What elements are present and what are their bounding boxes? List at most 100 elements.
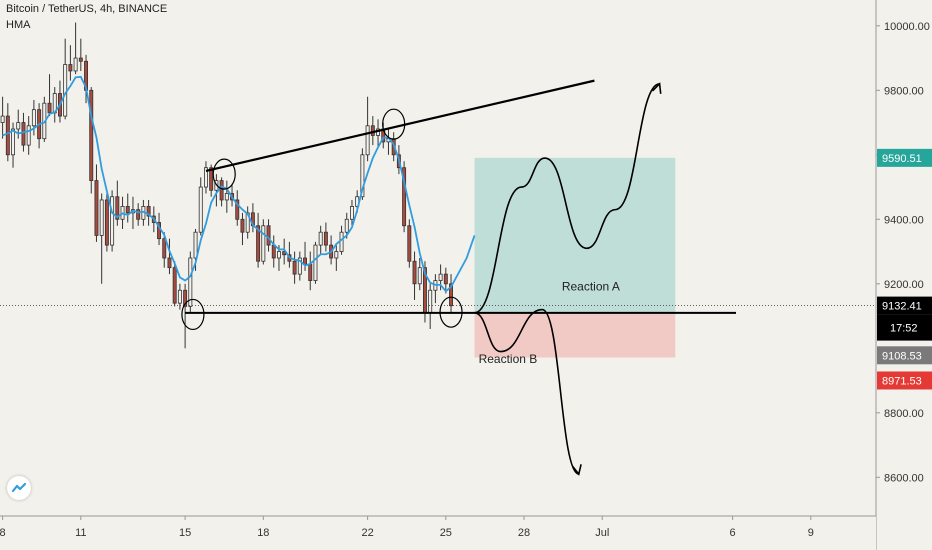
candle-body (203, 167, 208, 188)
candle-body (47, 102, 52, 114)
candle-body (292, 260, 297, 275)
candle (52, 87, 57, 123)
entry-price-label-bg (877, 346, 932, 365)
candle-body (162, 238, 167, 259)
candle (110, 190, 115, 252)
candle (219, 177, 224, 207)
candle-body (443, 273, 448, 285)
candle (240, 212, 245, 246)
candle-body (193, 231, 198, 259)
candle-body (68, 64, 73, 72)
time-tick-label: 9 (808, 527, 814, 539)
candle-body (370, 125, 375, 136)
candle-body (266, 225, 271, 246)
stop-price-label: 8971.53 (882, 375, 922, 387)
candle-body (438, 273, 443, 281)
time-tick-label: 15 (179, 527, 191, 539)
candle-body (271, 244, 276, 259)
stop-price-label-bg (877, 371, 932, 390)
candle (402, 161, 407, 233)
price-tick-label: 8600.00 (884, 472, 924, 484)
plot-area[interactable]: Reaction A Reaction B (0, 22, 876, 476)
candle (349, 199, 354, 226)
candle (261, 219, 266, 265)
candle-body (261, 225, 266, 262)
candle (203, 161, 208, 194)
candle-body (349, 205, 354, 220)
candle (370, 116, 375, 146)
candle-body (360, 154, 365, 198)
candle (188, 251, 193, 313)
candle (177, 283, 182, 310)
time-tick-label: 8 (0, 527, 6, 539)
candle (89, 87, 94, 194)
price-tick-label: 9800.00 (884, 85, 924, 97)
candle-body (417, 267, 422, 285)
candle-body (449, 283, 454, 307)
target-price-label: 9590.51 (882, 153, 922, 165)
candle (292, 251, 297, 284)
indicator-label[interactable]: HMA (6, 19, 31, 31)
candle (365, 96, 370, 162)
candle (5, 103, 10, 162)
candle (11, 122, 16, 168)
candle (162, 232, 167, 268)
swing-circle (439, 296, 463, 328)
candle (256, 212, 261, 268)
candle-body (11, 128, 16, 156)
time-tick-label: Jul (595, 527, 609, 539)
time-tick-label: 6 (730, 527, 736, 539)
candle (146, 199, 151, 226)
candle (313, 241, 318, 284)
logo-icon (11, 482, 27, 493)
candle (323, 222, 328, 252)
candle-body (276, 251, 281, 259)
candle-body (334, 251, 339, 259)
candle-body (240, 218, 245, 233)
price-tick-label: 10000.00 (884, 21, 930, 33)
candle-body (339, 231, 344, 252)
candle (104, 193, 109, 252)
swing-circle (382, 108, 406, 140)
candle (0, 96, 5, 139)
time-tick-label: 28 (518, 527, 530, 539)
candle (433, 274, 438, 304)
entry-price-label: 9108.53 (882, 350, 922, 362)
candle-body (136, 209, 141, 220)
candle (245, 206, 250, 239)
candle-body (313, 244, 318, 281)
reaction-b-path-arrowhead (571, 464, 582, 476)
candle-body (323, 231, 328, 246)
candle (63, 38, 68, 120)
candle-body (31, 109, 36, 127)
time-tick-label: 22 (361, 527, 373, 539)
candle-body (198, 186, 203, 233)
candle-body (99, 199, 104, 236)
candle (172, 261, 177, 307)
candle (308, 251, 313, 291)
resistance-line[interactable] (205, 79, 595, 172)
tradingview-logo[interactable] (7, 476, 31, 500)
candle (449, 274, 454, 313)
chart-title: Bitcoin / TetherUS, 4h, BINANCE (6, 3, 168, 15)
candle-body (78, 57, 83, 62)
time-axis-bg (0, 516, 876, 550)
candle (198, 177, 203, 236)
price-tick-label: 8800.00 (884, 408, 924, 420)
candle-body (104, 199, 109, 246)
reaction-b-path[interactable] (474, 308, 580, 475)
candle-body (365, 125, 370, 156)
candle (183, 283, 188, 349)
reaction-a-path[interactable] (474, 83, 660, 314)
candle (443, 267, 448, 294)
candle-body (94, 180, 99, 236)
countdown-bg (877, 314, 932, 341)
candle-body (110, 196, 115, 246)
candle-body (89, 89, 94, 182)
candle (73, 22, 78, 75)
candle (407, 219, 412, 268)
candle-body (188, 257, 193, 307)
candle (136, 203, 141, 226)
candle-body (297, 257, 302, 275)
